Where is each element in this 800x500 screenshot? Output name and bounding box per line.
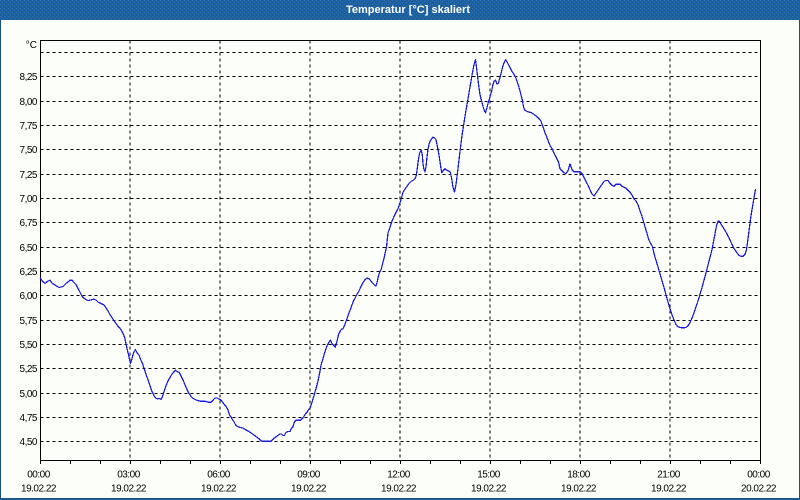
svg-text:6,00: 6,00 xyxy=(20,291,38,302)
svg-text:6,25: 6,25 xyxy=(20,267,38,278)
svg-text:19.02.22: 19.02.22 xyxy=(471,484,507,495)
svg-text:8,00: 8,00 xyxy=(20,97,38,108)
svg-text:7,25: 7,25 xyxy=(20,170,38,181)
svg-text:5,00: 5,00 xyxy=(20,389,38,400)
svg-text:7,50: 7,50 xyxy=(20,145,38,156)
svg-text:7,00: 7,00 xyxy=(20,194,38,205)
svg-text:00:00: 00:00 xyxy=(747,469,770,480)
svg-text:5,50: 5,50 xyxy=(20,340,38,351)
svg-text:15:00: 15:00 xyxy=(477,469,500,480)
svg-text:19.02.22: 19.02.22 xyxy=(111,484,147,495)
svg-text:8,25: 8,25 xyxy=(20,72,38,83)
svg-text:19.02.22: 19.02.22 xyxy=(21,484,57,495)
svg-text:4,50: 4,50 xyxy=(20,437,38,448)
svg-text:6,50: 6,50 xyxy=(20,243,38,254)
svg-text:18:00: 18:00 xyxy=(567,469,590,480)
svg-text:19.02.22: 19.02.22 xyxy=(201,484,237,495)
svg-text:5,25: 5,25 xyxy=(20,364,38,375)
svg-text:19.02.22: 19.02.22 xyxy=(381,484,417,495)
svg-text:7,75: 7,75 xyxy=(20,121,38,132)
svg-text:09:00: 09:00 xyxy=(297,469,320,480)
svg-text:20.02.22: 20.02.22 xyxy=(741,484,777,495)
svg-text:12:00: 12:00 xyxy=(387,469,410,480)
svg-text:21:00: 21:00 xyxy=(657,469,680,480)
svg-text:00:00: 00:00 xyxy=(27,469,50,480)
svg-text:19.02.22: 19.02.22 xyxy=(291,484,327,495)
svg-text:06:00: 06:00 xyxy=(207,469,230,480)
svg-text:03:00: 03:00 xyxy=(117,469,140,480)
svg-text:19.02.22: 19.02.22 xyxy=(651,484,687,495)
svg-text:°C: °C xyxy=(26,40,37,51)
svg-text:6,75: 6,75 xyxy=(20,218,38,229)
svg-text:4,75: 4,75 xyxy=(20,413,38,424)
svg-text:19.02.22: 19.02.22 xyxy=(561,484,597,495)
svg-text:5,75: 5,75 xyxy=(20,316,38,327)
